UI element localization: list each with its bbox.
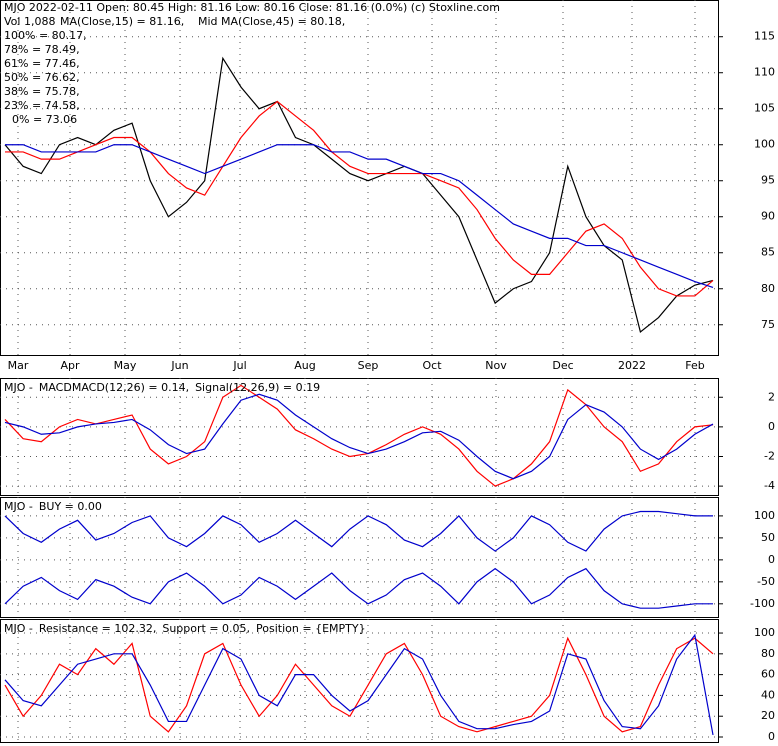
y-tick-label: 85 bbox=[761, 246, 775, 259]
annotation: 50% = 76.62, bbox=[4, 71, 80, 84]
panel-title: MJO - bbox=[4, 381, 33, 394]
x-tick-label: Oct bbox=[422, 359, 442, 372]
panel-title: BUY = 0.00 bbox=[39, 500, 102, 513]
annotation: 78% = 78.49, bbox=[4, 43, 80, 56]
panel-title: Resistance = 102.32, bbox=[39, 622, 156, 635]
x-tick-label: May bbox=[114, 359, 137, 372]
y-tick-label: 40 bbox=[761, 688, 775, 701]
panel-title: Position = {EMPTY} bbox=[256, 622, 366, 635]
y-tick-label: 60 bbox=[761, 668, 775, 681]
series-line bbox=[4, 510, 713, 552]
series-line bbox=[5, 144, 714, 289]
y-tick-label: 100 bbox=[754, 626, 775, 639]
x-tick-label: Feb bbox=[685, 359, 704, 372]
panel-title: MACDMACD(12,26) = 0.14, bbox=[39, 381, 189, 394]
x-tick-label: 2022 bbox=[618, 359, 646, 372]
y-tick-label: 100 bbox=[754, 138, 775, 151]
series-line bbox=[4, 393, 714, 480]
annotation: 38% = 75.78, bbox=[4, 85, 80, 98]
panel-title: Signal(12,26,9) = 0.19 bbox=[195, 381, 320, 394]
y-tick-label: 105 bbox=[754, 102, 775, 115]
annotation: Mid MA(Close,45) = 80.18, bbox=[198, 15, 345, 28]
y-tick-label: 80 bbox=[761, 647, 775, 660]
y-tick-label: -2 bbox=[764, 449, 775, 462]
y-tick-label: 100 bbox=[754, 509, 775, 522]
y-tick-label: 75 bbox=[761, 318, 775, 331]
annotation: Vol 1,088 bbox=[4, 15, 55, 28]
y-tick-label: 2 bbox=[768, 390, 775, 403]
panel-frame bbox=[0, 497, 719, 618]
chart-title: MJO 2022-02-11 Open: 80.45 High: 81.16 L… bbox=[4, 1, 500, 14]
y-tick-label: 0 bbox=[768, 420, 775, 433]
x-tick-label: Sep bbox=[358, 359, 379, 372]
x-tick-label: Dec bbox=[552, 359, 573, 372]
x-tick-label: Mar bbox=[8, 359, 29, 372]
y-tick-label: -50 bbox=[757, 575, 775, 588]
panel-title: MJO - bbox=[4, 500, 33, 513]
y-tick-label: 110 bbox=[754, 66, 775, 79]
series-line bbox=[4, 384, 714, 487]
y-tick-label: 0 bbox=[768, 553, 775, 566]
panel-title: MJO - bbox=[4, 622, 33, 635]
x-tick-label: Jul bbox=[232, 359, 246, 372]
x-tick-label: Nov bbox=[485, 359, 507, 372]
series-line bbox=[4, 636, 714, 733]
series-line bbox=[5, 100, 714, 297]
series-line bbox=[4, 633, 714, 736]
x-tick-label: Jun bbox=[170, 359, 188, 372]
panel-frame bbox=[0, 619, 719, 743]
y-tick-label: -100 bbox=[750, 597, 775, 610]
panel-title: Support = 0.05, bbox=[162, 622, 250, 635]
x-tick-label: Aug bbox=[294, 359, 315, 372]
y-tick-label: 0 bbox=[768, 730, 775, 743]
annotation: 100% = 80.17, bbox=[4, 29, 87, 42]
panel-frame bbox=[0, 0, 719, 356]
x-tick-label: Apr bbox=[60, 359, 80, 372]
series-line bbox=[4, 56, 714, 334]
y-tick-label: 20 bbox=[761, 709, 775, 722]
y-tick-label: 115 bbox=[754, 30, 775, 43]
annotation: 23% = 74.58, bbox=[4, 99, 80, 112]
annotation: 0% = 73.06 bbox=[12, 113, 77, 126]
y-tick-label: 90 bbox=[761, 210, 775, 223]
y-tick-label: 80 bbox=[761, 282, 775, 295]
y-tick-label: 50 bbox=[761, 531, 775, 544]
y-tick-label: 95 bbox=[761, 174, 775, 187]
series-line bbox=[4, 567, 713, 609]
y-tick-label: -4 bbox=[764, 479, 775, 492]
annotation: MA(Close,15) = 81.16, bbox=[60, 15, 184, 28]
panel-frame bbox=[0, 378, 719, 496]
annotation: 61% = 77.46, bbox=[4, 57, 80, 70]
